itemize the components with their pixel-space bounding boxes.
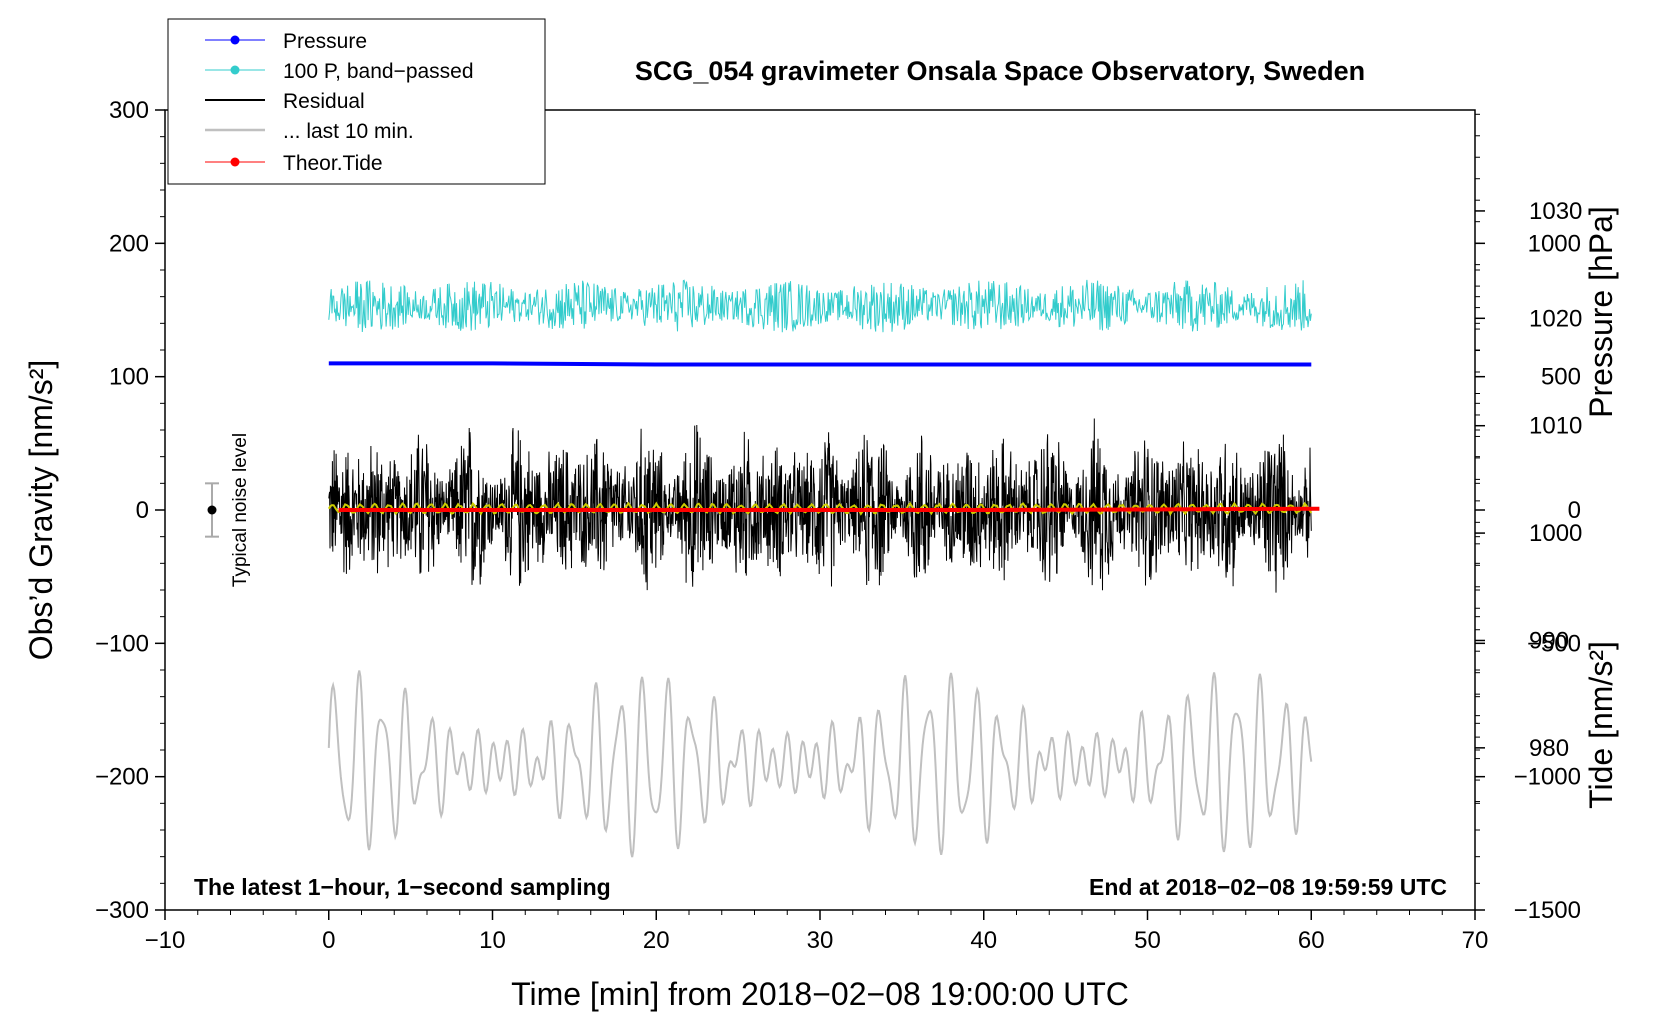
pressure-tick-label: 1020 xyxy=(1529,305,1582,332)
y-tick-label: 300 xyxy=(109,97,149,124)
tide-tick-label: 500 xyxy=(1541,364,1581,391)
series-theor-tide xyxy=(338,506,1320,512)
pressure-tick-label: 1030 xyxy=(1529,198,1582,225)
legend-box xyxy=(167,18,546,185)
noise-level-indicator: Typical noise level xyxy=(205,433,251,587)
y-axis-label-pressure: Pressure [hPa] xyxy=(1583,206,1619,418)
pressure-tick-label: 980 xyxy=(1529,735,1569,762)
legend-label-band-passed: 100 P, band−passed xyxy=(283,60,474,83)
legend-entry-residual: Residual xyxy=(205,90,365,113)
x-tick-label: −10 xyxy=(145,927,186,954)
y-tick-label: −100 xyxy=(95,630,149,657)
legend: Pressure 100 P, band−passed Residual ...… xyxy=(167,18,546,185)
tide-tick-label: −500 xyxy=(1527,630,1581,657)
chart-title: SCG_054 gravimeter Onsala Space Observat… xyxy=(635,56,1365,86)
series-layer xyxy=(327,279,1320,858)
legend-entry-pressure: Pressure xyxy=(205,30,367,53)
pressure-tick-label: 1010 xyxy=(1529,413,1582,440)
noise-level-dot xyxy=(207,505,217,515)
x-tick-label: 10 xyxy=(479,927,506,954)
y-tick-label: −200 xyxy=(95,764,149,791)
annotation-sampling: The latest 1−hour, 1−second sampling xyxy=(194,874,611,900)
y-axis-label-tide: Tide [nm/s²] xyxy=(1583,641,1619,809)
legend-entry-last-10-min: ... last 10 min. xyxy=(205,120,414,143)
y-tick-label: 0 xyxy=(136,497,149,524)
series-last-10-min xyxy=(327,670,1313,858)
noise-level-label: Typical noise level xyxy=(230,433,251,587)
ticks-layer: −10 0 10 20 30 40 50 60 703002001000−100−200−300… xyxy=(95,97,1582,954)
y-tick-label: −300 xyxy=(95,897,149,924)
legend-entry-theor-tide: Theor.Tide xyxy=(205,152,383,175)
x-tick-label: 40 xyxy=(970,927,997,954)
series-residual xyxy=(328,418,1312,593)
pressure-tick-label: 990 xyxy=(1529,627,1569,654)
x-tick-label: 60 xyxy=(1298,927,1325,954)
y-tick-label: 200 xyxy=(109,230,149,257)
legend-marker-pressure xyxy=(230,35,240,45)
tide-tick-label: −1500 xyxy=(1514,897,1581,924)
legend-label-pressure: Pressure xyxy=(283,30,367,53)
tide-tick-label: 1000 xyxy=(1528,230,1581,257)
y-tick-label: 100 xyxy=(109,364,149,391)
tide-tick-label: 0 xyxy=(1568,497,1581,524)
x-axis-label: Time [min] from 2018−02−08 19:00:00 UTC xyxy=(511,976,1129,1012)
legend-label-residual: Residual xyxy=(283,90,365,113)
x-tick-label: 70 xyxy=(1462,927,1489,954)
tide-tick-label: −1000 xyxy=(1514,764,1581,791)
x-tick-label: 30 xyxy=(807,927,834,954)
x-tick-label: 0 xyxy=(322,927,335,954)
legend-entry-band-passed: 100 P, band−passed xyxy=(205,60,474,83)
annotation-end-time: End at 2018−02−08 19:59:59 UTC xyxy=(1089,874,1447,900)
x-tick-label: 50 xyxy=(1134,927,1161,954)
x-tick-label: 20 xyxy=(643,927,670,954)
series-band-passed xyxy=(328,279,1312,333)
y-axis-label-left: Obs’d Gravity [nm/s²] xyxy=(23,360,59,661)
legend-marker-band-passed xyxy=(230,65,240,75)
legend-label-last-10-min: ... last 10 min. xyxy=(283,120,414,143)
legend-marker-theor-tide xyxy=(230,157,240,167)
pressure-tick-label: 1000 xyxy=(1529,520,1582,547)
legend-label-theor-tide: Theor.Tide xyxy=(283,152,383,175)
series-pressure xyxy=(328,361,1312,367)
